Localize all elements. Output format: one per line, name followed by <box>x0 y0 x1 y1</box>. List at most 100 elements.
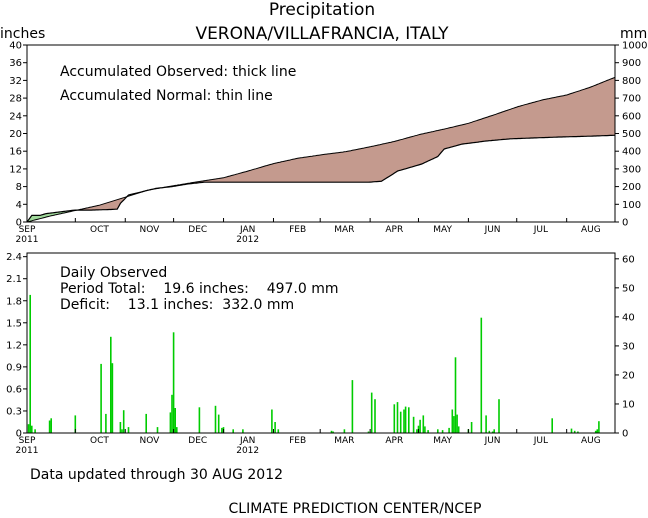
month-label: NOV <box>140 436 161 446</box>
bottom-y2-tick-label: 10 <box>622 399 635 410</box>
daily-bar <box>596 429 599 433</box>
top-y-tick-label: 12 <box>9 164 22 175</box>
daily-bar <box>176 427 178 433</box>
daily-bar <box>214 405 217 433</box>
daily-bar <box>453 416 455 433</box>
top-y-tick-label: 16 <box>9 147 22 158</box>
accumulated-observed-line <box>26 134 615 223</box>
month-label: JAN <box>239 436 255 446</box>
daily-bar <box>403 409 405 433</box>
top-y2-tick-label: 700 <box>622 94 641 105</box>
right-unit-label: mm <box>620 26 647 42</box>
daily-bar <box>171 394 173 433</box>
daily-bar <box>110 336 112 433</box>
month-label: AUG <box>581 436 601 446</box>
month-label: MAY <box>433 225 452 235</box>
accumulated-normal-line <box>26 76 616 223</box>
daily-bar <box>485 415 487 433</box>
top-y-tick-label: 20 <box>9 129 22 140</box>
month-label: JUL <box>533 225 548 235</box>
daily-bar <box>100 363 102 433</box>
year-label: 2012 <box>236 446 259 456</box>
daily-bar <box>551 418 553 433</box>
chart-subtitle: VERONA/VILLAFRANCIA, ITALY <box>195 24 449 44</box>
daily-bar <box>577 431 579 433</box>
daily-bar <box>493 429 495 433</box>
daily-bar <box>573 430 576 433</box>
month-label: FEB <box>289 225 306 235</box>
daily-bar <box>351 380 354 433</box>
daily-bar <box>594 430 597 433</box>
daily-bar <box>343 429 346 433</box>
top-y-tick-label: 36 <box>9 58 22 69</box>
month-label: DEC <box>188 436 207 446</box>
bottom-y-tick-label: 0 <box>16 429 22 440</box>
daily-bar <box>29 294 31 433</box>
daily-bar <box>454 357 457 433</box>
top-y-tick-label: 40 <box>9 41 22 52</box>
daily-bar <box>221 427 223 433</box>
top-y2-tick-label: 100 <box>622 200 641 211</box>
daily-bar <box>448 427 450 433</box>
month-label: JUN <box>484 436 501 446</box>
daily-bar <box>470 422 473 433</box>
top-y2-tick-label: 500 <box>622 129 641 140</box>
bottom-y-tick-label: 0.6 <box>6 384 22 395</box>
daily-bar <box>277 429 280 433</box>
daily-bar <box>393 404 396 433</box>
bottom-y-tick-label: 0.3 <box>6 406 22 417</box>
daily-panel: 0 0.3 0.6 0.9 1.2 1.5 1.8 2.1 2.4 0 10 20 30 40 50 60 SE… <box>6 252 635 456</box>
top-y-tick-label: 4 <box>16 200 22 211</box>
month-label: MAR <box>334 436 354 446</box>
month-label: MAR <box>334 225 354 235</box>
bottom-y2-tick-label: 60 <box>622 254 635 265</box>
daily-bar <box>480 317 483 433</box>
daily-bar <box>408 407 410 433</box>
left-unit-label: inches <box>0 26 45 42</box>
bottom-y-tick-label: 1.2 <box>6 340 22 351</box>
daily-bar <box>111 363 114 433</box>
month-label: APR <box>385 225 403 235</box>
month-label: MAY <box>433 436 452 446</box>
month-label: NOV <box>140 225 161 235</box>
daily-bar <box>169 412 172 433</box>
bottom-y2-tick-label: 50 <box>622 283 635 294</box>
daily-bar <box>122 410 125 433</box>
top-y-tick-label: 24 <box>9 111 22 122</box>
period-total-label: Period Total: 19.6 inches: 497.0 mm <box>60 281 339 297</box>
daily-bar <box>498 399 500 433</box>
daily-bar <box>491 431 494 433</box>
month-label: AUG <box>581 225 601 235</box>
daily-bar <box>48 420 51 433</box>
daily-bar <box>74 415 77 433</box>
daily-bar <box>119 422 122 433</box>
daily-bar <box>330 430 333 433</box>
daily-bar <box>456 414 458 433</box>
daily-bar <box>145 413 147 433</box>
bottom-y2-tick-label: 0 <box>622 429 628 440</box>
bottom-axes: 0 0.3 0.6 0.9 1.2 1.5 1.8 2.1 2.4 0 10 20 30 40 50 60 SE… <box>6 252 635 456</box>
year-label: 2011 <box>16 235 39 245</box>
daily-bar <box>34 429 36 433</box>
daily-bar <box>121 429 123 433</box>
top-axes: 0481216202428323640010020030040050060070… <box>9 41 647 246</box>
daily-bar <box>441 430 444 433</box>
daily-bar <box>457 426 460 433</box>
bottom-y-tick-label: 0.9 <box>6 362 22 373</box>
daily-bar <box>598 421 600 433</box>
daily-bar <box>396 402 399 433</box>
top-y2-tick-label: 0 <box>622 218 628 229</box>
daily-bar <box>31 425 33 433</box>
month-label: OCT <box>90 436 109 446</box>
month-label: SEP <box>19 436 36 446</box>
chart-title: Precipitation <box>269 0 375 20</box>
daily-bar <box>570 428 573 433</box>
year-label: 2012 <box>236 235 259 245</box>
daily-bar <box>367 431 370 433</box>
daily-bar <box>172 332 175 433</box>
daily-bar <box>127 427 130 433</box>
top-y-tick-label: 0 <box>16 218 22 229</box>
daily-bar <box>419 419 421 433</box>
daily-bar <box>274 422 276 433</box>
